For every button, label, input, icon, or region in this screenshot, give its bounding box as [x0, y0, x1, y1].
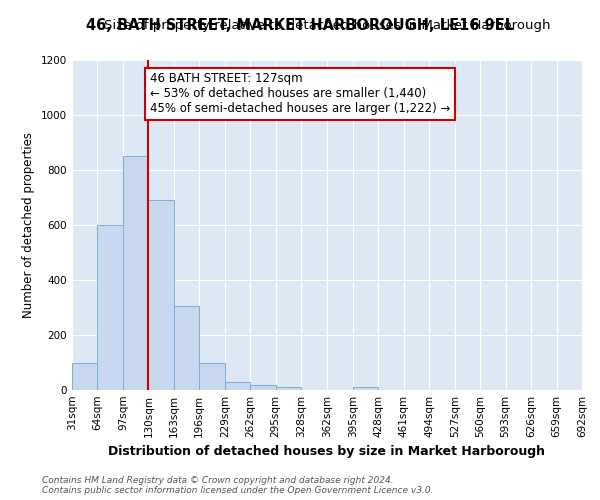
Bar [250, 384, 275, 390]
X-axis label: Distribution of detached houses by size in Market Harborough: Distribution of detached houses by size … [109, 446, 545, 458]
Y-axis label: Number of detached properties: Number of detached properties [22, 132, 35, 318]
Text: Contains HM Land Registry data © Crown copyright and database right 2024.
Contai: Contains HM Land Registry data © Crown c… [42, 476, 433, 495]
Bar [123, 156, 148, 390]
Bar [148, 200, 174, 390]
Bar [199, 362, 225, 390]
Bar [353, 387, 379, 390]
Bar [275, 387, 301, 390]
Bar [72, 362, 97, 390]
Bar [174, 306, 199, 390]
Text: 46, BATH STREET, MARKET HARBOROUGH, LE16 9EL: 46, BATH STREET, MARKET HARBOROUGH, LE16… [86, 18, 514, 32]
Text: 46 BATH STREET: 127sqm
← 53% of detached houses are smaller (1,440)
45% of semi-: 46 BATH STREET: 127sqm ← 53% of detached… [150, 72, 451, 116]
Title: Size of property relative to detached houses in Market Harborough: Size of property relative to detached ho… [104, 20, 550, 32]
Bar [225, 382, 250, 390]
Bar [97, 225, 123, 390]
